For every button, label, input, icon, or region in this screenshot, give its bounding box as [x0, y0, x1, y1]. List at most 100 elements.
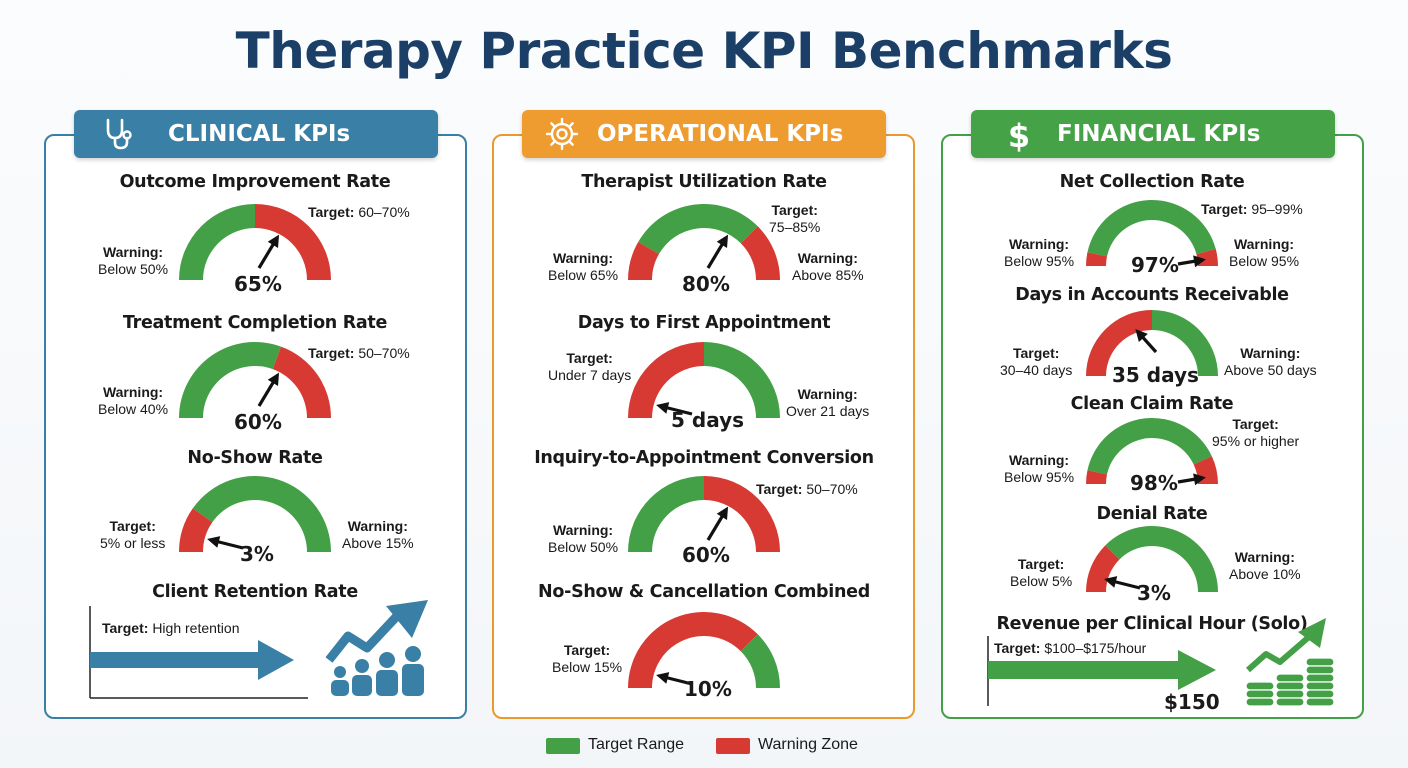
warning-zone-0: [1086, 545, 1120, 592]
warning-zone-0: [704, 476, 780, 552]
needle-arrowhead: [716, 234, 729, 248]
clean-claim-warning-label: Warning: Below 95%: [1004, 452, 1075, 485]
target-zone-0: [740, 634, 780, 688]
outcome-warning-label: Warning: Below 50%: [98, 244, 169, 277]
completion-target-label: Target: 50–70%: [308, 345, 410, 361]
target-zone-0: [638, 204, 758, 254]
no-show-warning-label: Warning: Above 15%: [342, 518, 414, 551]
target-zone-0: [704, 342, 780, 418]
legend-warning-label: Warning Zone: [758, 736, 858, 753]
accounts-receivable-gauge: [1086, 310, 1218, 376]
target-zone-0: [192, 476, 331, 552]
days-first-appointment-title: Days to First Appointment: [577, 313, 831, 333]
stethoscope-icon: [106, 118, 132, 150]
revenue-target-label: Target: $100–$175/hour: [994, 640, 1147, 656]
accounts-receivable-title: Days in Accounts Receivable: [1015, 285, 1289, 305]
needle-arrowhead: [207, 536, 221, 548]
operational-header: OPERATIONAL KPIs: [522, 110, 886, 158]
combined-title: No-Show & Cancellation Combined: [538, 582, 870, 602]
needle-arrowhead: [1135, 329, 1148, 342]
denial-warning-label: Warning: Above 10%: [1229, 549, 1301, 582]
denial-rate-gauge: [1086, 526, 1218, 592]
inquiry-conversion-title: Inquiry-to-Appointment Conversion: [534, 448, 874, 468]
no-show-gauge: [179, 476, 331, 552]
needle-arrowhead: [267, 372, 280, 386]
retention-target-label: Target: High retention: [102, 620, 240, 636]
conversion-target-label: Target: 50–70%: [756, 481, 858, 497]
target-zone-0: [1105, 526, 1218, 592]
clean-claim-gauge: [1086, 418, 1218, 486]
collection-value: 97%: [1131, 253, 1179, 277]
inquiry-conversion-gauge: [628, 476, 780, 552]
first-appt-warning-label: Warning: Over 21 days: [786, 386, 870, 419]
svg-text:$: $: [1008, 117, 1030, 152]
target-zone-0: [1087, 418, 1212, 475]
utilization-warning-right-label: Warning: Above 85%: [792, 250, 864, 283]
target-zone-0: [179, 342, 281, 418]
combined-value: 10%: [684, 677, 732, 701]
conversion-value: 60%: [682, 543, 730, 567]
outcome-improvement-gauge: [179, 204, 331, 280]
utilization-warning-left-label: Warning: Below 65%: [548, 250, 619, 283]
needle-arrowhead: [1193, 255, 1206, 268]
target-zone-0: [628, 476, 704, 552]
denial-rate-title: Denial Rate: [1096, 504, 1208, 524]
warning-zone-0: [1086, 310, 1152, 376]
target-zone-0: [1152, 310, 1218, 376]
page-title: Therapy Practice KPI Benchmarks: [235, 22, 1173, 80]
legend-target-label: Target Range: [588, 736, 685, 753]
outcome-value: 65%: [234, 272, 282, 296]
needle-arrowhead: [656, 402, 670, 414]
conversion-warning-label: Warning: Below 50%: [548, 522, 619, 555]
needle-arrowhead: [267, 234, 280, 248]
warning-zone-0: [628, 342, 704, 418]
legend-target-swatch: [546, 738, 580, 754]
treatment-completion-gauge: [179, 342, 331, 418]
clinical-header: CLINICAL KPIs: [74, 110, 438, 158]
combined-target-label: Target: Below 15%: [552, 642, 623, 675]
target-zone-0: [1087, 200, 1216, 257]
dollar-icon: $: [1008, 117, 1030, 152]
collection-warning-right-label: Warning: Below 95%: [1229, 236, 1300, 269]
first-appt-value: 5 days: [671, 408, 745, 432]
completion-value: 60%: [234, 410, 282, 434]
no-show-value: 3%: [240, 542, 274, 566]
outcome-target-label: Target: 60–70%: [308, 204, 410, 220]
ar-target-label: Target: 30–40 days: [1000, 345, 1073, 378]
combined-gauge: [628, 612, 780, 688]
utilization-value: 80%: [682, 272, 730, 296]
no-show-title: No-Show Rate: [187, 448, 323, 468]
net-collection-gauge: [1086, 200, 1218, 268]
treatment-completion-title: Treatment Completion Rate: [122, 313, 388, 333]
ar-warning-label: Warning: Above 50 days: [1224, 345, 1317, 378]
operational-header-label: OPERATIONAL KPIs: [597, 121, 844, 147]
warning-zone-0: [1086, 470, 1108, 484]
financial-header: $ FINANCIAL KPIs: [971, 110, 1335, 158]
revenue-chart: [987, 618, 1335, 707]
utilization-target-label: Target: 75–85%: [769, 202, 821, 235]
financial-header-label: FINANCIAL KPIs: [1057, 121, 1261, 147]
warning-zone-0: [628, 612, 758, 688]
revenue-value: $150: [1164, 690, 1220, 714]
needle-arrowhead: [656, 672, 670, 684]
therapist-utilization-title: Therapist Utilization Rate: [581, 172, 827, 192]
warning-zone-1: [740, 226, 780, 280]
days-first-appointment-gauge: [628, 342, 780, 418]
client-retention-title: Client Retention Rate: [152, 582, 358, 602]
clean-claim-target-label: Target: 95% or higher: [1212, 416, 1300, 449]
net-collection-title: Net Collection Rate: [1059, 172, 1245, 192]
client-retention-chart: [89, 600, 428, 699]
needle-arrowhead: [716, 506, 729, 520]
clinical-header-label: CLINICAL KPIs: [168, 121, 351, 147]
denial-value: 3%: [1137, 581, 1171, 605]
needle-arrowhead: [1104, 576, 1118, 588]
ar-value: 35 days: [1112, 363, 1199, 387]
target-zone-0: [179, 204, 255, 280]
clean-claim-title: Clean Claim Rate: [1070, 394, 1234, 414]
revenue-title: Revenue per Clinical Hour (Solo): [996, 614, 1308, 634]
no-show-target-label: Target: 5% or less: [100, 518, 166, 551]
needle-arrowhead: [1193, 473, 1206, 486]
first-appt-target-label: Target: Under 7 days: [548, 350, 632, 383]
denial-target-label: Target: Below 5%: [1010, 556, 1073, 589]
collection-target-label: Target: 95–99%: [1201, 201, 1303, 217]
